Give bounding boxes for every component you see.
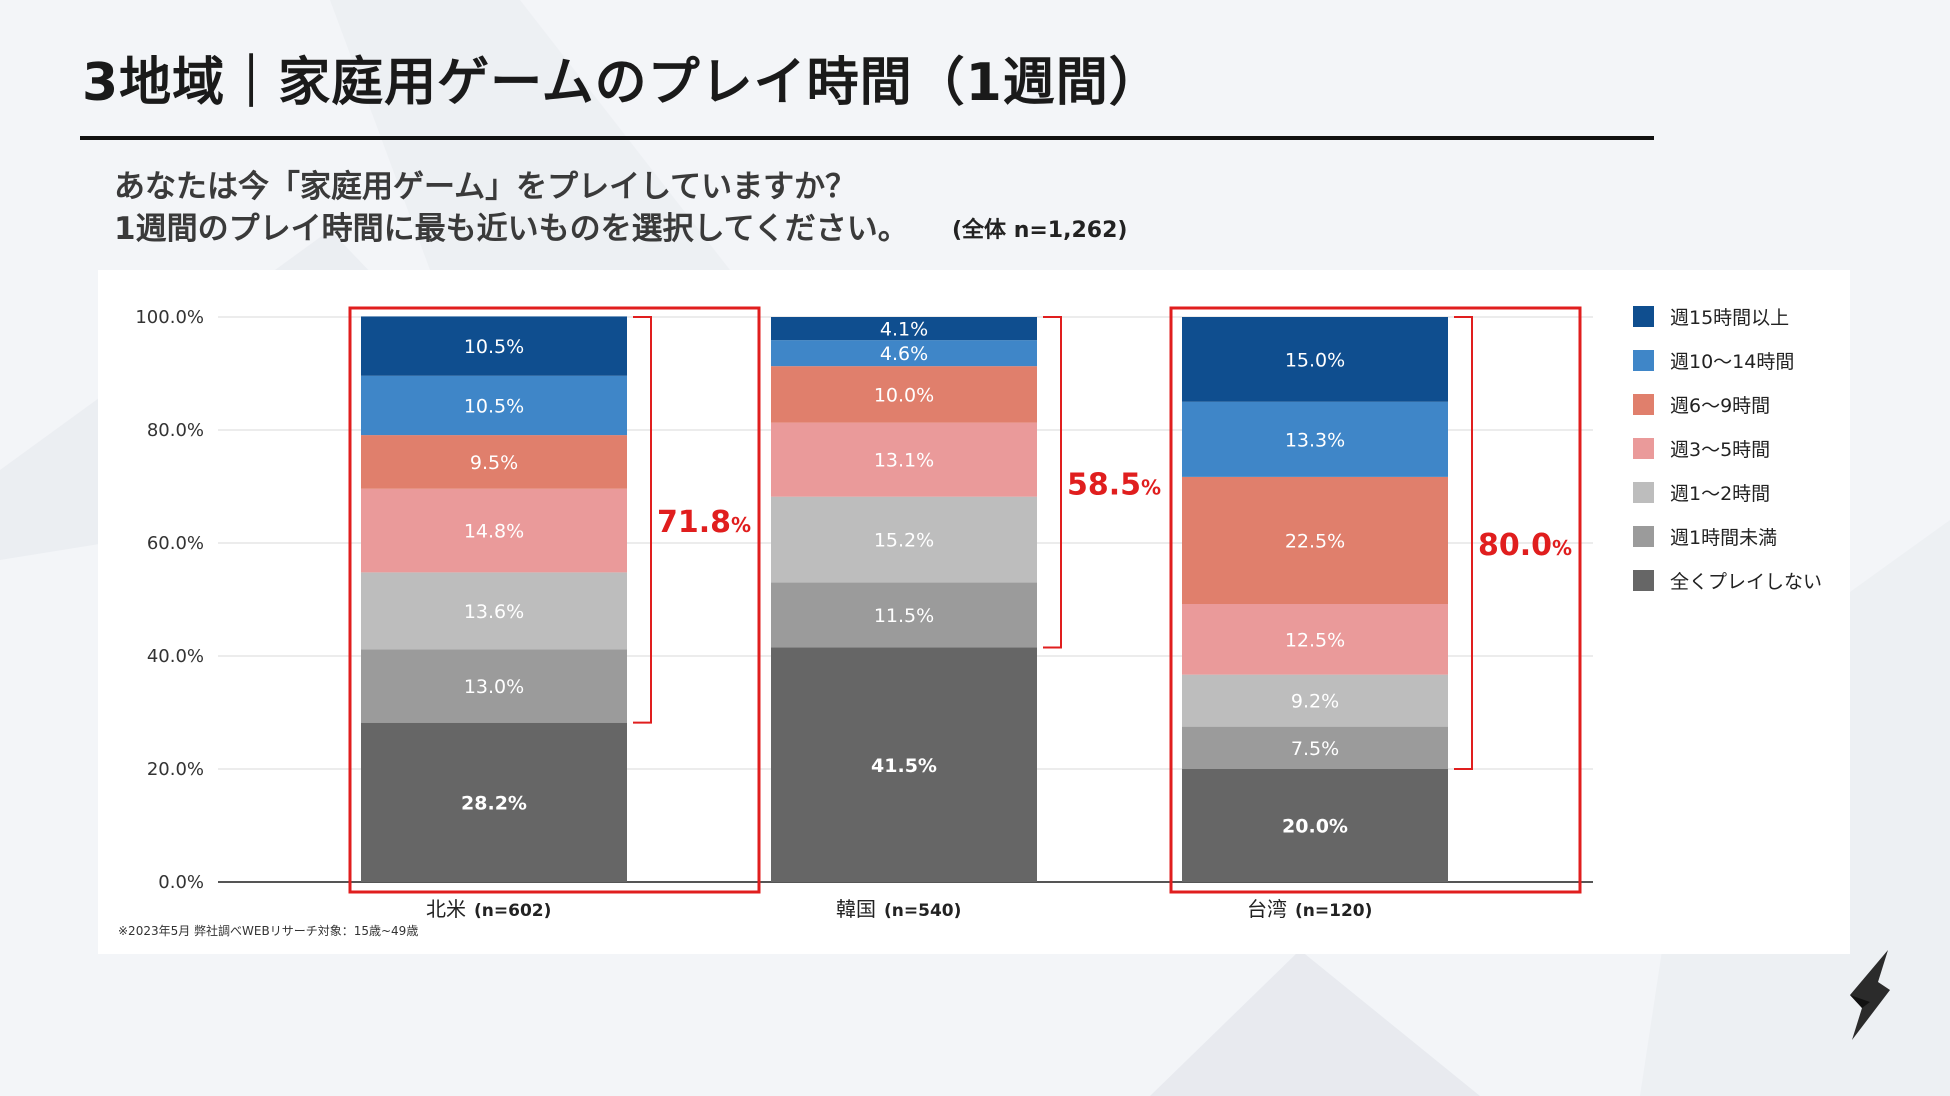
x-category-label: 北米 (426, 897, 466, 921)
bar-segment (771, 582, 1037, 648)
x-sample-label: (n=540) (884, 901, 961, 921)
bar-segment (1182, 769, 1448, 882)
bar-segment (361, 572, 627, 650)
y-tick-label: 100.0% (135, 307, 204, 328)
total-unit: % (1552, 536, 1572, 560)
bar-data-label: 11.5% (874, 605, 934, 627)
survey-question: あなたは今「家庭用ゲーム」をプレイしていますか？ 1週間のプレイ時間に最も近いも… (114, 166, 909, 250)
bar-segment (361, 375, 627, 436)
footnote: ※2023年5月 弊社調べWEBリサーチ対象：15歳~49歳 (118, 924, 419, 938)
x-category-label: 台湾 (1247, 897, 1287, 921)
total-value: 71.8 (657, 505, 731, 540)
bar-data-label: 12.5% (1285, 629, 1345, 651)
y-tick-label: 80.0% (147, 420, 204, 441)
bar-segment (361, 649, 627, 723)
bar-data-label: 13.6% (464, 601, 524, 623)
brand-logo-icon (1850, 950, 1890, 1040)
legend-label: 週10～14時間 (1670, 351, 1794, 373)
bar-segment (1182, 604, 1448, 675)
total-unit: % (1141, 475, 1161, 499)
highlight-box (348, 306, 761, 894)
legend-swatch (1633, 306, 1654, 327)
bar-segment (361, 488, 627, 573)
total-callout: 80.0% (1478, 528, 1572, 563)
bar-segment (361, 316, 627, 376)
bar-data-label: 13.3% (1285, 429, 1345, 451)
legend-swatch (1633, 394, 1654, 415)
legend-label: 週3～5時間 (1670, 439, 1770, 461)
bar-data-label: 9.5% (470, 452, 518, 474)
total-value: 58.5 (1067, 467, 1141, 502)
legend-swatch (1633, 570, 1654, 591)
bar-data-label: 10.0% (874, 384, 934, 406)
bar-data-label: 4.6% (880, 343, 928, 365)
bar-data-label: 10.5% (464, 395, 524, 417)
bar-data-label: 4.1% (880, 319, 928, 341)
bar-segment (361, 435, 627, 489)
highlight-box (1169, 306, 1582, 894)
chart-panel: 0.0% 20.0% 40.0% 60.0% 80.0% 100.0% 28.2% 13.0%… (98, 270, 1850, 954)
y-tick-label: 60.0% (147, 533, 204, 554)
legend-label: 週1時間未満 (1670, 527, 1777, 549)
legend-swatch (1633, 438, 1654, 459)
bar-segment (771, 422, 1037, 497)
bracket (1043, 316, 1062, 649)
bar-segment (1182, 726, 1448, 769)
bar-segment (771, 317, 1037, 341)
sample-size-note: (全体 n=1,262) (952, 218, 1128, 243)
total-callout: 71.8% (657, 505, 751, 540)
bracket (633, 316, 652, 724)
y-tick-label: 20.0% (147, 759, 204, 780)
bar-segment (771, 366, 1037, 423)
legend-swatch (1633, 482, 1654, 503)
bar-segment (771, 340, 1037, 367)
bar-data-label: 13.0% (464, 676, 524, 698)
bar-segment (1182, 476, 1448, 605)
total-value: 80.0 (1478, 528, 1552, 563)
stacked-bar-chart: 0.0% 20.0% 40.0% 60.0% 80.0% 100.0% 28.2% 13.0%… (135, 306, 1822, 921)
x-sample-label: (n=120) (1295, 901, 1372, 921)
bar-data-label: 22.5% (1285, 530, 1345, 552)
question-line-1: あなたは今「家庭用ゲーム」をプレイしていますか？ (114, 169, 857, 205)
bar-data-label: 20.0% (1282, 816, 1348, 838)
total-callout: 58.5% (1067, 467, 1161, 502)
bar-data-label: 15.2% (874, 530, 934, 552)
legend-label: 全くプレイしない (1670, 571, 1822, 593)
bar-data-label: 13.1% (874, 450, 934, 472)
x-sample-label: (n=602) (474, 901, 551, 921)
bar-data-label: 9.2% (1291, 691, 1339, 713)
legend-label: 週6～9時間 (1670, 395, 1770, 417)
bar-data-label: 10.5% (464, 336, 524, 358)
bar-data-label: 15.0% (1285, 349, 1345, 371)
bar-data-label: 41.5% (871, 755, 937, 777)
y-tick-label: 0.0% (158, 872, 204, 893)
page-title: 3地域｜家庭用ゲームのプレイ時間（1週間） (82, 53, 1162, 113)
bar-data-label: 28.2% (461, 792, 527, 814)
bar-data-label: 14.8% (464, 521, 524, 543)
bar-segment (1182, 401, 1448, 477)
legend-label: 週1～2時間 (1670, 483, 1770, 505)
legend-swatch (1633, 526, 1654, 547)
x-category-label: 韓国 (836, 897, 876, 921)
legend-label: 週15時間以上 (1670, 307, 1789, 329)
bar-segment (1182, 674, 1448, 727)
bar-segment (1182, 317, 1448, 402)
bracket (1454, 316, 1473, 770)
bar-segment (771, 647, 1037, 882)
bar-data-label: 7.5% (1291, 738, 1339, 760)
y-tick-label: 40.0% (147, 646, 204, 667)
total-unit: % (731, 513, 751, 537)
question-line-2: 1週間のプレイ時間に最も近いものを選択してください。 (114, 211, 909, 247)
title-divider (80, 136, 1654, 140)
bar-segment (771, 496, 1037, 583)
bar-segment (361, 722, 627, 882)
legend-swatch (1633, 350, 1654, 371)
